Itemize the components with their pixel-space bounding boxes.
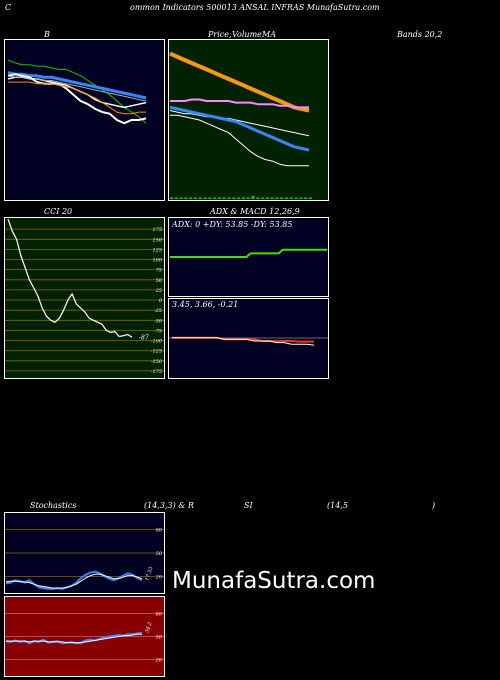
- stoch-last-label: 17.33: [144, 566, 155, 582]
- volume-bar: [198, 197, 202, 199]
- cci-tick-label: 150: [152, 237, 162, 243]
- volume-bar: [217, 197, 221, 199]
- cci-tick-label: 0: [159, 298, 163, 304]
- price-series-line: [170, 98, 309, 109]
- cci-tick-label: -50: [154, 318, 163, 324]
- stoch-series-line: [5, 573, 143, 589]
- adx-macd-label: ADX & MACD 12,26,9: [210, 207, 300, 216]
- stoch-params-label: (14,3,3) & R: [144, 501, 194, 510]
- stoch-tick-label: 50: [156, 551, 163, 557]
- panel-frame: [168, 39, 329, 201]
- volume-bar: [208, 197, 212, 199]
- adx-readout: ADX: 0 +DY: 53.85 -DY: 53.85: [172, 220, 293, 229]
- cci-tick-label: 125: [152, 247, 162, 253]
- price-label: Price,: [208, 30, 232, 39]
- cci-tick-label: -125: [151, 349, 162, 355]
- bands-label: B: [44, 30, 50, 39]
- adx-chart: [168, 217, 329, 297]
- cci-tick-label: -100: [151, 339, 163, 345]
- volume-bar: [237, 197, 241, 199]
- cci-tick-label: 100: [152, 258, 162, 264]
- cci-tick-label: -25: [154, 308, 162, 314]
- cci-tick-label: 50: [156, 278, 163, 284]
- volume-bar: [304, 197, 308, 199]
- bands-series-line: [8, 81, 146, 115]
- macd-chart: [168, 298, 329, 379]
- price-volume-ma-chart: [168, 39, 329, 201]
- price-series-line: [169, 105, 310, 152]
- volume-bar: [179, 197, 183, 199]
- bands-series-line: [7, 73, 147, 125]
- bands-series-line: [7, 71, 147, 100]
- volume-bar: [261, 197, 265, 199]
- volume-bar: [174, 197, 178, 199]
- volume-bar: [194, 197, 197, 199]
- volume-bar: [280, 197, 284, 199]
- header-title: ommon Indicators 500013 ANSAL INFRAS Mun…: [130, 3, 380, 12]
- volume-bar: [184, 197, 188, 199]
- cci-line: [7, 218, 133, 338]
- volume-bar: [203, 197, 207, 199]
- cci-tick-label: -150: [151, 359, 163, 365]
- volume-bar: [270, 197, 274, 199]
- macd-readout: 3.45, 3.66, -0.21: [172, 300, 239, 309]
- stoch-tick-label: 20: [155, 574, 163, 580]
- volume-bar: [170, 197, 173, 199]
- volume-bar: [309, 197, 312, 199]
- adx-line: [170, 248, 327, 258]
- volume-bar: [227, 197, 231, 199]
- stoch-series-line: [5, 570, 143, 590]
- cci-tick-label: -75: [154, 328, 162, 334]
- price-series-line: [169, 110, 310, 137]
- volume-bar: [189, 197, 193, 199]
- rsi-tick-label: 50: [156, 635, 163, 641]
- cci-chart: 175 150 125 100 75 50 25 0 -25 -50 -75 -100 -125 -150…: [4, 217, 165, 379]
- volume-bar: [299, 197, 303, 199]
- cci-tick-label: 175: [152, 227, 162, 233]
- volume-bar: [256, 197, 260, 199]
- cci-last-label: -87: [139, 334, 149, 341]
- volume-bar: [213, 197, 217, 199]
- rsi-tick-label: 80: [156, 611, 163, 617]
- rsi-params-label: (14,5: [327, 501, 348, 510]
- rsi-last-label: 34.2: [144, 621, 153, 634]
- volume-bar: [246, 197, 250, 199]
- cci-label: CCI 20: [44, 207, 73, 216]
- bands-series-line: [7, 59, 147, 124]
- volume-bar: [289, 197, 293, 199]
- volume-bar: [232, 197, 236, 199]
- volume-bar: [285, 197, 288, 199]
- stoch-tick-label: 80: [156, 528, 163, 534]
- rsi-tick-label: 20: [155, 658, 163, 664]
- header-c: C: [5, 3, 12, 12]
- rsi-close-label: ): [432, 501, 436, 510]
- volume-bar: [294, 197, 298, 199]
- volume-bar: [222, 197, 226, 199]
- stoch-label: Stochastics: [30, 501, 77, 510]
- rsi-label: SI: [244, 501, 253, 510]
- volume-label: Volume: [232, 30, 262, 39]
- ma-label: MA: [262, 30, 276, 39]
- cci-tick-label: 25: [155, 288, 162, 294]
- bollinger-bands-chart: [4, 39, 165, 201]
- macd-line: [172, 337, 315, 346]
- volume-bar: [241, 197, 245, 199]
- price-series-line: [169, 51, 310, 113]
- volume-bar: [265, 197, 269, 199]
- price-series-line: [170, 114, 309, 167]
- volume-bar: [251, 196, 255, 199]
- watermark: MunafaSutra.com: [172, 568, 376, 594]
- cci-tick-label: 75: [156, 268, 162, 274]
- rsi-chart: 80 50 20 34.2: [4, 596, 165, 677]
- bands-right-label: Bands 20,2: [397, 30, 443, 39]
- rsi-series-line: [6, 633, 142, 644]
- panel-frame: [4, 217, 165, 379]
- volume-bar: [275, 197, 279, 199]
- cci-tick-label: -175: [151, 369, 162, 375]
